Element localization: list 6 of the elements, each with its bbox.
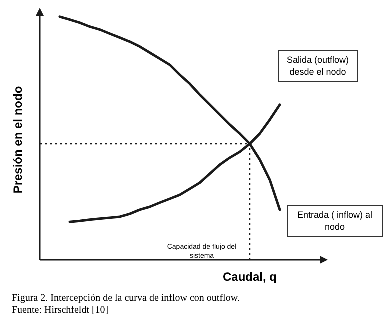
text: Salida (outflow) desde el nodo bbox=[278, 50, 358, 82]
series-label: Entrada ( inflow) al nodo bbox=[287, 205, 383, 237]
text: Figura 2. Intercepción de la curva de inflow con outflow. bbox=[12, 293, 241, 305]
x-axis-title: Caudal, q bbox=[222, 270, 278, 284]
y-axis-title: Presión en el nodo bbox=[11, 86, 25, 194]
source-note: Fuente: Hirschfeldt [10] bbox=[12, 305, 110, 317]
